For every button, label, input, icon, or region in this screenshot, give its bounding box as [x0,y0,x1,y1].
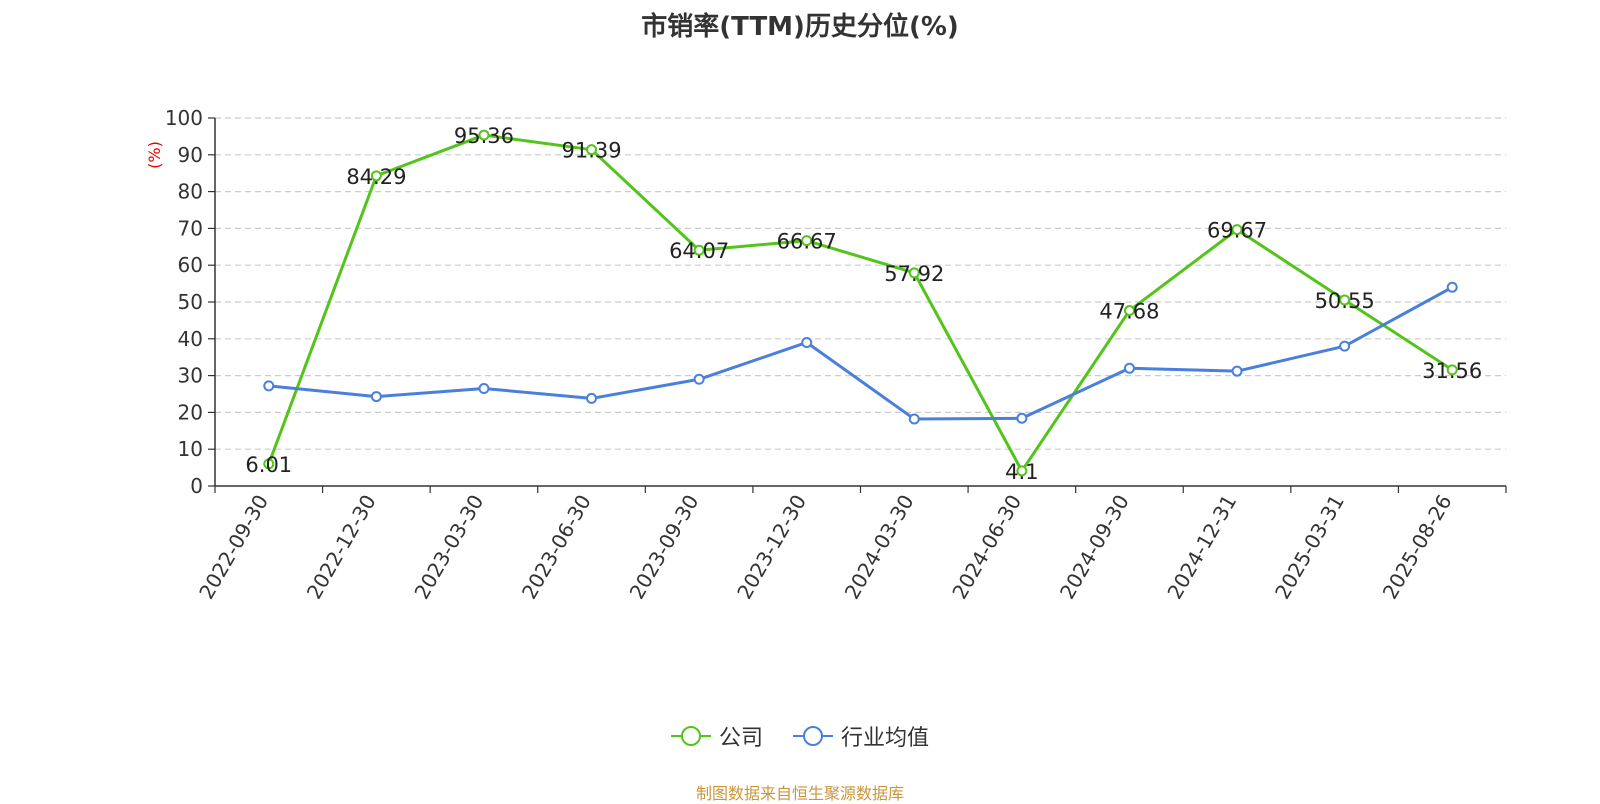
grid-lines [215,117,1506,450]
x-tick-label: 2022-09-30 [194,491,273,604]
series-line-1 [268,285,1453,421]
data-point [370,391,382,403]
x-tick-label: 2023-06-30 [517,491,596,604]
data-point [801,235,813,247]
x-tick-label: 2022-12-30 [302,491,381,604]
data-point [1123,305,1135,317]
y-tick-label: 80 [178,180,203,204]
data-label: 4.1 [1005,460,1038,484]
data-label: 47.68 [1099,300,1159,324]
chart-title: 市销率(TTM)历史分位(%) [641,12,959,42]
legend-item-0[interactable]: 公司 [670,720,763,752]
data-label: 69.67 [1207,219,1267,243]
source-note: 制图数据来自恒生聚源数据库 [695,784,904,803]
y-tick-label: 30 [178,364,203,388]
data-point [1339,340,1351,352]
x-tick-label: 2023-12-30 [732,491,811,604]
legend-marker-circle [803,726,823,746]
data-point [1016,465,1028,477]
data-point [1123,362,1135,374]
data-point [263,458,275,470]
legend-item-1[interactable]: 行业均值 [793,720,929,752]
y-tick-label: 90 [178,143,203,167]
data-point [1231,365,1243,377]
y-tick-label: 60 [178,253,203,277]
data-point [263,380,275,392]
data-point [370,170,382,182]
y-tick-label: 50 [178,290,203,314]
x-tick-label: 2024-09-30 [1055,491,1134,604]
data-label: 66.67 [777,230,837,254]
data-point [801,336,813,348]
data-point [693,373,705,385]
y-tick-label: 40 [178,327,203,351]
series-line-0 [267,133,1454,473]
data-point [1231,224,1243,236]
y-tick-label: 100 [165,106,203,130]
data-point [1446,364,1458,376]
y-tick-label: 10 [178,437,203,461]
x-tick-label: 2023-03-30 [409,491,488,604]
x-tick-label: 2024-03-30 [840,491,919,604]
data-point [908,267,920,279]
data-label: 6.01 [245,453,292,477]
data-label: 95.36 [454,124,514,148]
y-tick-label: 20 [178,400,203,424]
data-point [1016,412,1028,424]
x-tick-label: 2024-12-31 [1162,491,1241,604]
x-tick-label: 2025-08-26 [1378,491,1457,604]
x-tick-label: 2024-06-30 [947,491,1026,604]
data-labels: 6.01 84.29 95.36 91.39 64.07 66.67 57.92 4.1 47.… [245,124,1482,484]
legend-marker [793,726,833,746]
data-point [586,144,598,156]
y-axis-title: (%) [145,141,164,169]
data-label: 64.07 [669,239,729,263]
data-point [478,382,490,394]
data-point [693,244,705,256]
data-point [586,392,598,404]
legend-marker [670,726,711,746]
data-label: 91.39 [561,139,621,163]
data-label: 50.55 [1315,289,1375,313]
legend-marker-circle [680,726,701,746]
data-point [478,129,490,141]
y-tick-label: 70 [178,216,203,240]
data-label: 57.92 [884,262,944,286]
x-tick-label: 2025-03-31 [1270,491,1349,604]
data-label: 31.56 [1422,359,1482,383]
legend-label: 行业均值 [841,726,930,751]
data-point [1446,281,1458,293]
series [263,129,1458,477]
data-label: 84.29 [346,165,406,189]
x-tick-label: 2023-09-30 [625,491,704,604]
legend: 公司 行业均值 [0,720,1600,752]
data-point [908,413,920,425]
legend-label: 公司 [718,726,763,751]
y-tick-label: 0 [190,474,203,498]
data-point [1339,294,1351,306]
